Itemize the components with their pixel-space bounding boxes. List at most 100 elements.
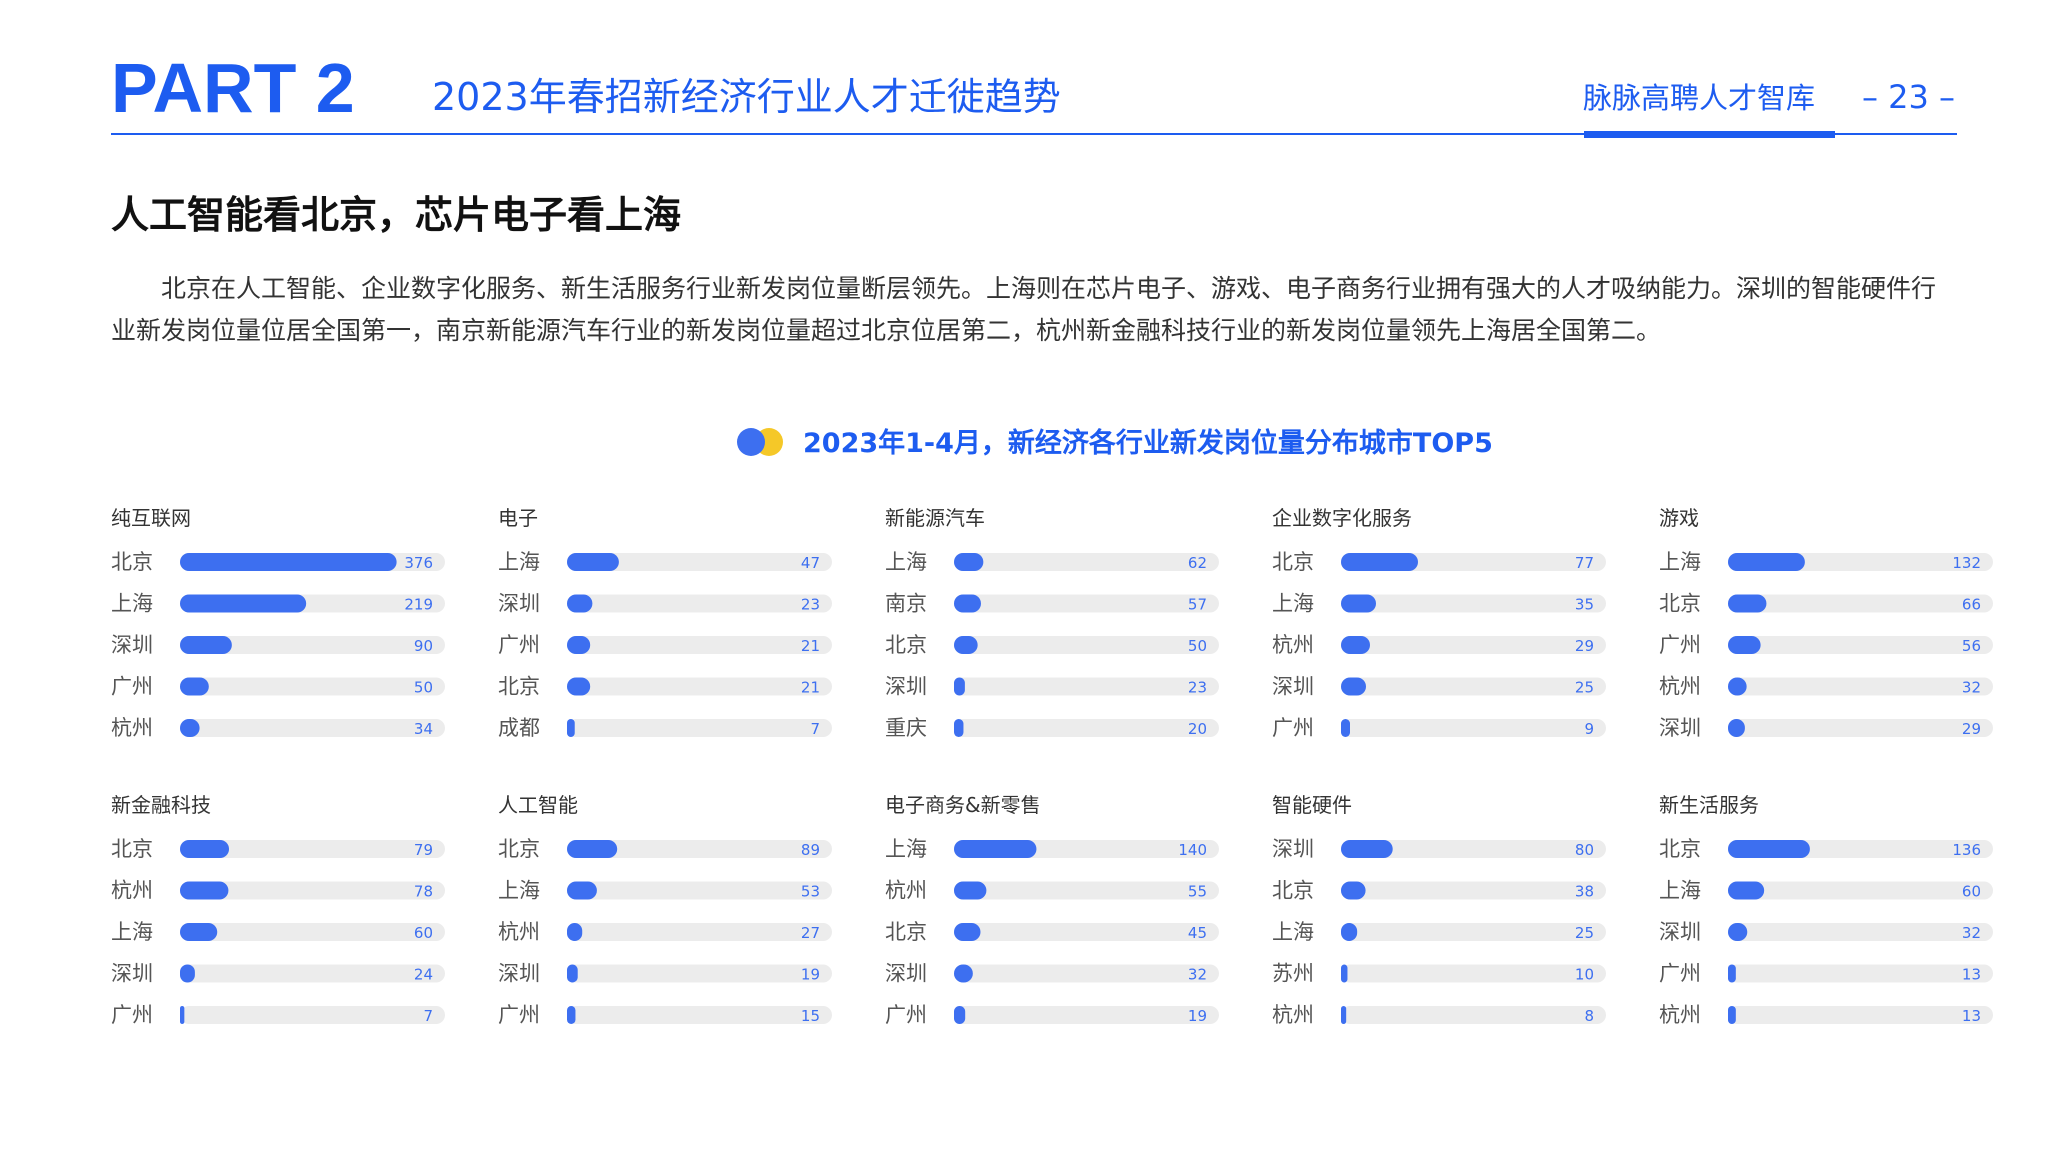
bar <box>180 553 397 571</box>
value-label: 79 <box>414 841 433 859</box>
bar <box>567 840 618 858</box>
bar-track <box>567 881 832 900</box>
value-label: 19 <box>1188 1007 1207 1025</box>
bar-track <box>180 1006 445 1024</box>
bar <box>954 923 981 941</box>
category-label: 上海 <box>1659 550 1701 574</box>
category-label: 广州 <box>885 1003 927 1027</box>
value-label: 7 <box>423 1007 433 1025</box>
bar <box>180 1006 185 1024</box>
panel-title: 电子 <box>498 506 538 530</box>
bar-track <box>1728 677 1993 696</box>
bar-track <box>954 677 1219 696</box>
value-label: 60 <box>1962 883 1981 901</box>
deco-dot <box>737 428 765 456</box>
bar-track <box>1728 594 1993 613</box>
bar-track <box>567 636 832 654</box>
category-label: 广州 <box>1659 962 1701 986</box>
category-label: 广州 <box>1659 633 1701 657</box>
value-label: 53 <box>801 883 820 901</box>
panel-title: 电子商务&新零售 <box>885 793 1041 817</box>
bar <box>567 1006 576 1024</box>
value-label: 90 <box>414 637 433 655</box>
bar <box>1341 840 1393 858</box>
bar-track <box>954 964 1219 983</box>
bar <box>1728 553 1805 571</box>
bar <box>1341 719 1350 737</box>
value-label: 32 <box>1188 966 1207 984</box>
value-label: 66 <box>1962 596 1981 614</box>
panel-title: 游戏 <box>1659 506 1699 530</box>
category-label: 北京 <box>1659 592 1701 616</box>
panel-title: 企业数字化服务 <box>1272 506 1412 530</box>
bar <box>954 964 973 983</box>
category-label: 广州 <box>1272 716 1314 740</box>
bar-track <box>1728 636 1993 654</box>
value-label: 45 <box>1188 924 1207 942</box>
category-label: 深圳 <box>111 633 153 657</box>
category-label: 上海 <box>885 837 927 861</box>
bar-track <box>954 719 1219 737</box>
category-label: 深圳 <box>1272 837 1314 861</box>
value-label: 38 <box>1575 883 1594 901</box>
value-label: 132 <box>1952 554 1981 572</box>
value-label: 24 <box>414 966 433 984</box>
value-label: 376 <box>404 554 433 572</box>
value-label: 35 <box>1575 596 1594 614</box>
category-label: 深圳 <box>885 962 927 986</box>
bar <box>954 677 965 696</box>
category-label: 广州 <box>111 675 153 699</box>
bar <box>180 964 195 983</box>
bar <box>180 719 200 737</box>
category-label: 上海 <box>1659 879 1701 903</box>
value-label: 19 <box>801 966 820 984</box>
bar-track <box>1341 923 1606 941</box>
value-label: 55 <box>1188 883 1207 901</box>
value-label: 23 <box>1188 679 1207 697</box>
value-label: 140 <box>1178 841 1207 859</box>
bar <box>1728 594 1767 613</box>
value-label: 34 <box>414 720 433 738</box>
bar <box>180 840 230 858</box>
category-label: 深圳 <box>498 592 540 616</box>
bar-track <box>1341 677 1606 696</box>
bar-track <box>1341 840 1606 858</box>
bar-track <box>1728 719 1993 737</box>
value-label: 77 <box>1575 554 1594 572</box>
bar-track <box>954 1006 1219 1024</box>
bar <box>567 923 583 941</box>
value-label: 27 <box>801 924 820 942</box>
bar-track <box>180 881 445 900</box>
category-label: 深圳 <box>498 962 540 986</box>
bar <box>954 636 978 654</box>
bar-track <box>180 840 445 858</box>
bar <box>1341 594 1376 613</box>
category-label: 成都 <box>498 716 540 740</box>
bar <box>180 677 209 696</box>
bar-track <box>1341 1006 1606 1024</box>
value-label: 56 <box>1962 637 1981 655</box>
bar-track <box>180 719 445 737</box>
bar-track <box>1341 881 1606 900</box>
subtitle: 2023年春招新经济行业人才迁徙趋势 <box>432 75 1061 119</box>
panel-title: 人工智能 <box>498 793 578 817</box>
category-label: 上海 <box>111 920 153 944</box>
category-label: 杭州 <box>1272 633 1314 657</box>
bar-track <box>180 636 445 654</box>
bar <box>180 923 218 941</box>
bar <box>1341 553 1418 571</box>
category-label: 杭州 <box>498 920 540 944</box>
value-label: 23 <box>801 596 820 614</box>
value-label: 21 <box>801 637 820 655</box>
bar <box>1341 964 1348 983</box>
brand: 脉脉高聘人才智库 <box>1583 81 1815 115</box>
panel-title: 纯互联网 <box>111 506 191 530</box>
bar <box>954 840 1037 858</box>
value-label: 78 <box>414 883 433 901</box>
category-label: 杭州 <box>1659 1003 1701 1027</box>
bar-track <box>180 964 445 983</box>
bar-track <box>954 636 1219 654</box>
bar <box>567 964 578 983</box>
category-label: 杭州 <box>111 716 153 740</box>
bar <box>1341 636 1370 654</box>
